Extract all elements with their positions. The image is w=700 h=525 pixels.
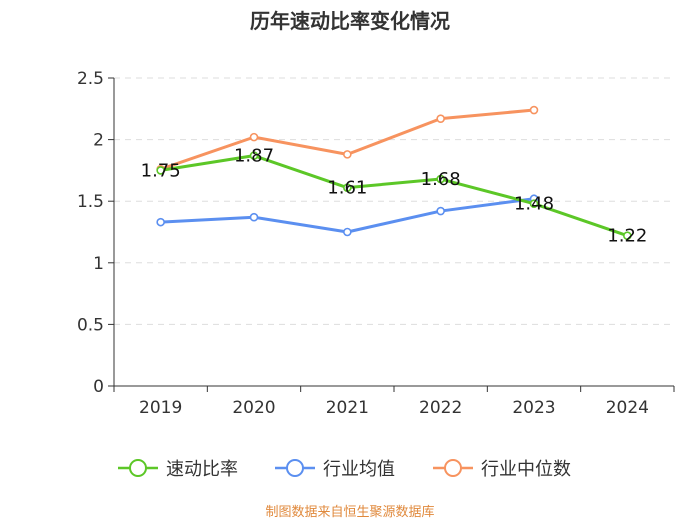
x-tick-label: 2022 [419,398,462,418]
data-point [529,105,539,115]
y-tick-label: 1.5 [77,192,104,212]
data-label: 1.48 [514,194,554,215]
data-label: 1.22 [607,226,647,247]
x-tick-labels: 2019 2020 2021 2022 2023 2024 [139,398,649,418]
legend-marker [286,459,304,477]
data-point [623,231,632,240]
y-tick-label: 0.5 [77,315,104,335]
grid-lines [114,77,674,325]
series-points [156,105,632,240]
source-note: 制图数据来自恒生聚源数据库 [265,504,434,520]
series-lines [160,108,628,238]
legend-item[interactable]: 速动比率 [118,459,238,480]
legend-marker [129,459,147,477]
data-point [343,183,352,192]
y-tick-label: 0 [93,377,104,397]
data-point [156,217,165,227]
legend-label: 速动比率 [166,459,238,480]
data-point [436,174,445,184]
data-point [249,151,259,160]
x-tick-label: 2024 [606,398,649,418]
data-label: 1.87 [234,146,274,167]
data-point [249,212,259,222]
y-tick-label: 2 [93,131,104,151]
data-point [249,132,259,142]
axes [108,77,675,392]
x-tick-label: 2019 [139,398,182,418]
data-labels: 1.75 1.87 1.61 1.68 1.48 1.22 [141,146,648,247]
series-line [160,197,535,234]
data-point [343,227,352,237]
legend-marker [444,459,462,477]
y-tick-label: 1 [93,254,104,274]
x-tick-label: 2020 [232,398,275,418]
legend-item[interactable]: 行业均值 [275,459,395,480]
y-tick-labels: 0 0.5 1 1.5 2 2.5 [77,69,104,397]
y-tick-label: 2.5 [77,69,104,89]
legend: 速动比率 行业均值 行业中位数 [118,459,571,480]
data-point [156,166,165,175]
legend-label: 行业中位数 [481,459,571,480]
data-point [436,114,445,123]
legend-label: 行业均值 [323,459,395,480]
x-tick-label: 2023 [512,398,555,418]
data-point [529,199,539,208]
data-point [436,206,445,216]
data-label: 1.75 [141,160,181,181]
series-line [160,154,628,238]
legend-item[interactable]: 行业中位数 [433,459,571,480]
data-label: 1.61 [327,178,367,199]
x-tick-label: 2021 [326,398,369,418]
chart-title: 历年速动比率变化情况 [250,9,450,33]
data-label: 1.68 [421,169,461,190]
data-point [343,150,352,159]
